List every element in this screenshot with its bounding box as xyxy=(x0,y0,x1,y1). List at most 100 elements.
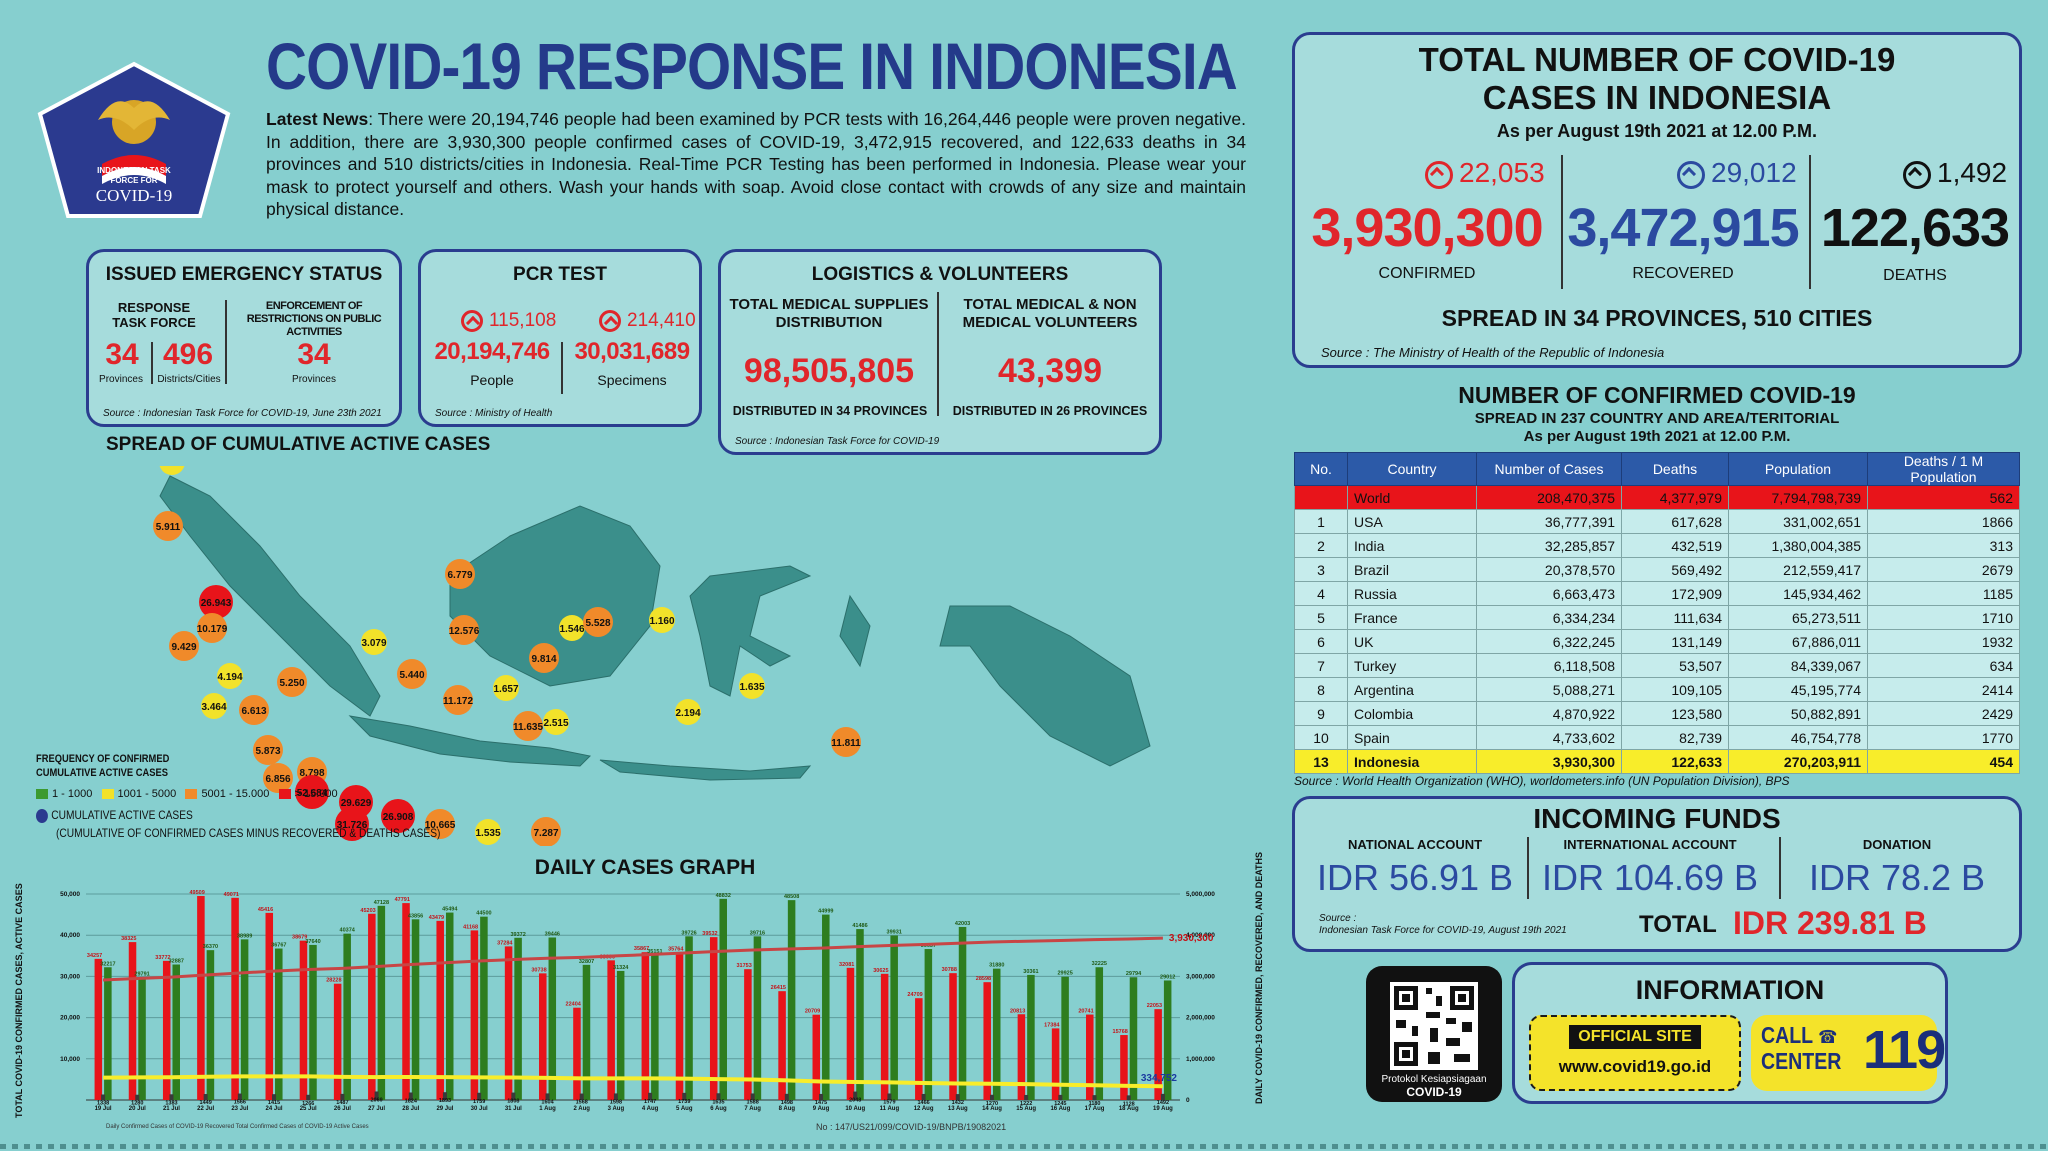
map-bubble-label: 31.726 xyxy=(337,820,368,831)
table-cell: 45,195,774 xyxy=(1728,677,1868,702)
table-cell: 20,378,570 xyxy=(1476,557,1622,582)
table-cell: 454 xyxy=(1867,749,2020,774)
map-bubble-circle xyxy=(159,466,185,475)
confirmed-value-label: 22404 xyxy=(566,1002,582,1008)
legend-item: > 15.000 xyxy=(278,788,338,800)
x-tick-label: 26 Jul xyxy=(334,1106,351,1112)
map-bubble-circle xyxy=(199,585,233,619)
recovered-value-label: 47128 xyxy=(374,900,389,906)
confirmed-bar xyxy=(162,960,171,1100)
recovered-value-label: 29925 xyxy=(1057,971,1072,977)
table-cell: 9 xyxy=(1294,701,1348,726)
x-tick-label: 22 Jul xyxy=(197,1106,214,1112)
active-cases-end-label: 334,752 xyxy=(1141,1073,1178,1084)
confirmed-bar xyxy=(573,1007,581,1100)
table-row: 8 Argentina 5,088,271 109,105 45,195,774 2414 xyxy=(1294,677,2020,702)
deaths-bar xyxy=(1024,1094,1029,1100)
table-cell: Indonesia xyxy=(1347,749,1477,774)
recovered-value-label: 32887 xyxy=(169,959,184,965)
table-cell: 122,633 xyxy=(1621,749,1729,774)
map-bubble-circle xyxy=(153,511,183,541)
recovered-bar xyxy=(343,933,351,1100)
deaths-bar xyxy=(819,1093,824,1100)
chart-legend: Daily Confirmed Cases of COVID-19 Recove… xyxy=(106,1124,369,1130)
world-title: NUMBER OF CONFIRMED COVID-19 xyxy=(1458,382,1856,408)
map-bubble-label: 11.811 xyxy=(831,738,861,749)
map-bubble-label: 9.429 xyxy=(171,642,196,653)
map-bubble: 1.546 xyxy=(559,615,585,641)
chart-title: DAILY CASES GRAPH xyxy=(534,856,756,879)
qr-card[interactable]: Protokol Kesiapsiagaan COVID-19 xyxy=(1366,966,1502,1102)
deaths-bar xyxy=(887,1093,892,1100)
deaths-value-label: 1566 xyxy=(234,1100,246,1106)
deaths-value-label: 1487 xyxy=(336,1100,348,1106)
funds-title: INCOMING FUNDS xyxy=(1533,803,1781,834)
table-cell: 6,334,234 xyxy=(1476,605,1622,630)
map-bubble-circle xyxy=(649,607,675,633)
confirmed-value-label: 17384 xyxy=(1044,1022,1060,1028)
recovered-bar xyxy=(822,914,830,1100)
confirmed-bar xyxy=(675,952,684,1100)
y-tick-label-left: 50,000 xyxy=(60,891,80,898)
x-tick-label: 17 Aug xyxy=(1085,1106,1105,1112)
table-cell: 6,663,473 xyxy=(1476,581,1622,606)
logo-caption: INDONESIAN TASK FORCE FOR xyxy=(97,166,171,185)
table-cell: 3 xyxy=(1294,557,1348,582)
map-bubble-label: 1.546 xyxy=(559,624,584,635)
recovered-value-label: 37640 xyxy=(305,939,320,945)
table-cell: Turkey xyxy=(1347,653,1477,678)
deaths-bar xyxy=(408,1092,413,1100)
map-bubble-label: 12.576 xyxy=(449,626,480,637)
table-cell: Argentina xyxy=(1347,677,1477,702)
recovered-value-label: 45494 xyxy=(442,907,458,913)
confirmed-bar xyxy=(744,969,752,1100)
recovered-bar xyxy=(992,968,1001,1100)
map-bubble-circle xyxy=(295,775,329,809)
doc-number: No : 147/US21/099/COVID-19/BNPB/19082021 xyxy=(816,1122,1007,1132)
deaths-bar xyxy=(545,1093,550,1100)
x-tick-label: 1 Aug xyxy=(539,1106,556,1112)
confirmed-bar xyxy=(231,897,239,1100)
table-cell: 3,930,300 xyxy=(1476,749,1622,774)
confirmed-value-label: 47791 xyxy=(395,897,410,903)
map-bubble-circle xyxy=(559,615,585,641)
confirmed-bar xyxy=(915,998,923,1100)
map-bubble-label: 7.287 xyxy=(533,828,558,839)
donation-label: DONATION xyxy=(1862,837,1932,852)
official-site-link[interactable]: OFFICIAL SITE www.covid19.go.id xyxy=(1529,1015,1741,1091)
map-bubble-circle xyxy=(239,695,269,725)
map-bubble: 5.911 xyxy=(153,511,183,541)
confirmed-bar xyxy=(846,967,855,1100)
enforce-provinces-label: Provinces xyxy=(292,374,336,385)
map-bubble-circle xyxy=(449,615,479,645)
logistics-col1-sub: DISTRIBUTED IN 34 PROVINCES xyxy=(732,404,928,418)
increase-arrow-icon xyxy=(1425,160,1453,189)
table-cell: 84,339,067 xyxy=(1728,653,1868,678)
map-bubble: 9.814 xyxy=(529,643,559,673)
col-header: Deaths xyxy=(1621,452,1729,486)
recovered-value-label: 42003 xyxy=(955,921,970,927)
map-bubble-label: 9.814 xyxy=(531,654,556,665)
deaths-value-label: 1808 xyxy=(507,1099,519,1105)
deaths-bar xyxy=(169,1094,174,1100)
recovered-bar xyxy=(206,950,215,1100)
recovered-value-label: 44999 xyxy=(818,909,833,915)
map-bubble: 1.160 xyxy=(649,607,675,633)
increase-arrow-icon xyxy=(599,310,621,332)
international-value: IDR 104.69 B xyxy=(1541,857,1759,898)
deaths-bar xyxy=(784,1093,789,1100)
recovered-bar xyxy=(1095,967,1104,1100)
x-tick-label: 25 Jul xyxy=(300,1106,317,1112)
y-tick-label-left: 10,000 xyxy=(60,1056,80,1063)
deaths-value-label: 1747 xyxy=(644,1099,656,1105)
map-bubble-label: 10.179 xyxy=(197,624,228,635)
deaths-bar xyxy=(101,1094,106,1100)
emergency-col2-label: ENFORCEMENT OF RESTRICTIONS ON PUBLIC AC… xyxy=(246,300,382,338)
map-bubble: 6.613 xyxy=(239,695,269,725)
deaths-label: DEATHS xyxy=(1883,267,1947,284)
x-tick-label: 10 Aug xyxy=(845,1106,865,1112)
call-center-button[interactable]: CALL ☎ CENTER 119 xyxy=(1751,1015,1946,1091)
active-dot-icon xyxy=(36,808,48,823)
recovered-bar xyxy=(1129,977,1138,1100)
deaths-bar xyxy=(477,1092,482,1100)
